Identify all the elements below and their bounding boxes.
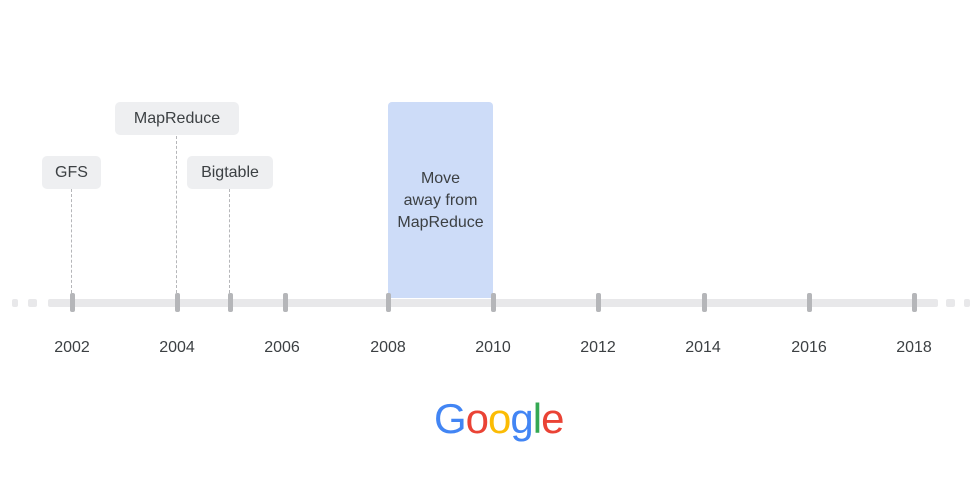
year-label: 2016 bbox=[791, 339, 827, 356]
logo-letter: o bbox=[465, 395, 489, 442]
mapreduce-connector bbox=[176, 136, 177, 293]
period-label: Move away from MapReduce bbox=[388, 168, 493, 234]
period-label-line-2: away from bbox=[403, 192, 478, 209]
bigtable-connector bbox=[229, 189, 230, 293]
tick-2016 bbox=[807, 293, 812, 312]
year-label: 2004 bbox=[159, 339, 195, 356]
tick-2006 bbox=[283, 293, 288, 312]
tick-2004 bbox=[175, 293, 180, 312]
tick-2005 bbox=[228, 293, 233, 312]
logo-letter: G bbox=[434, 395, 467, 442]
logo-letter: o bbox=[488, 395, 511, 442]
event-label-bigtable: Bigtable bbox=[187, 156, 273, 189]
tick-2008 bbox=[386, 293, 391, 312]
event-label-mapreduce: MapReduce bbox=[115, 102, 239, 135]
year-label: 2002 bbox=[54, 339, 90, 356]
tick-2012 bbox=[596, 293, 601, 312]
tick-2014 bbox=[702, 293, 707, 312]
logo-letter: g bbox=[510, 395, 533, 442]
tick-2010 bbox=[491, 293, 496, 312]
axis-dash-left-1 bbox=[12, 299, 18, 307]
axis-dash-right-1 bbox=[946, 299, 955, 307]
year-label: 2010 bbox=[475, 339, 511, 356]
google-logo: Google bbox=[434, 395, 564, 443]
tick-2002 bbox=[70, 293, 75, 312]
event-label-gfs: GFS bbox=[42, 156, 101, 189]
period-highlight: Move away from MapReduce bbox=[388, 102, 493, 298]
tick-2018 bbox=[912, 293, 917, 312]
axis-dash-right-2 bbox=[964, 299, 970, 307]
period-label-line-3: MapReduce bbox=[397, 214, 484, 231]
axis-dash-left-2 bbox=[28, 299, 37, 307]
year-label: 2006 bbox=[264, 339, 300, 356]
year-label: 2008 bbox=[370, 339, 406, 356]
year-label: 2012 bbox=[580, 339, 616, 356]
period-label-line-1: Move bbox=[420, 170, 461, 187]
year-label: 2018 bbox=[896, 339, 932, 356]
logo-letter: l bbox=[532, 395, 542, 442]
year-label: 2014 bbox=[685, 339, 721, 356]
logo-letter: e bbox=[541, 395, 564, 442]
gfs-connector bbox=[71, 189, 72, 293]
